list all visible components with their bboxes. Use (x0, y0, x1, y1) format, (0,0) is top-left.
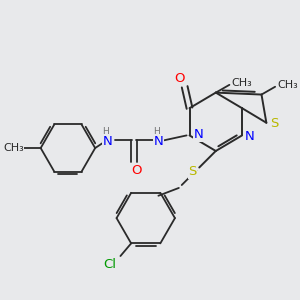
Text: O: O (175, 73, 185, 85)
Text: H: H (103, 127, 109, 136)
Text: CH₃: CH₃ (3, 143, 24, 153)
Text: Cl: Cl (103, 258, 116, 271)
Text: O: O (131, 164, 141, 177)
Text: S: S (270, 117, 279, 130)
Text: CH₃: CH₃ (232, 78, 252, 88)
Text: S: S (188, 165, 196, 178)
Text: N: N (154, 135, 163, 148)
Text: N: N (103, 135, 113, 148)
Text: H: H (153, 127, 160, 136)
Text: N: N (194, 128, 203, 141)
Text: N: N (245, 130, 255, 143)
Text: CH₃: CH₃ (278, 80, 298, 90)
